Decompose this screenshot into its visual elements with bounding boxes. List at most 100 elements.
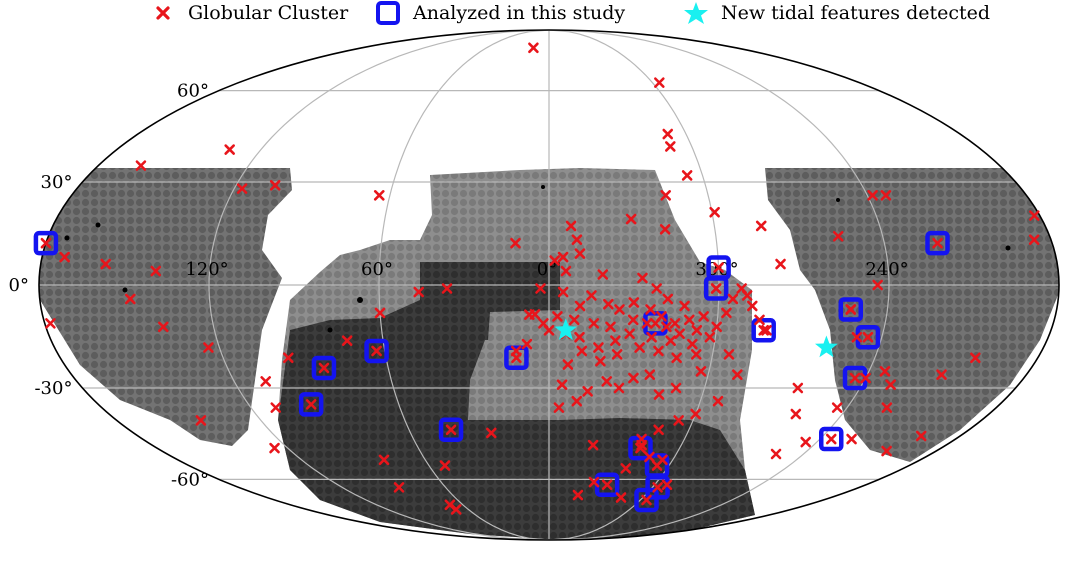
globular-cluster-marker	[556, 379, 568, 390]
globular-cluster-marker	[378, 454, 390, 466]
globular-cluster-marker	[613, 382, 625, 394]
globular-cluster-marker	[747, 300, 758, 312]
globular-cluster-marker	[595, 355, 606, 367]
globular-cluster-marker	[571, 234, 583, 246]
globular-cluster-marker	[597, 269, 609, 280]
globular-cluster-marker	[341, 335, 353, 346]
globular-cluster-marker	[439, 460, 451, 471]
lat-tick-label: -30°	[34, 378, 72, 399]
globular-cluster-marker	[674, 328, 686, 340]
globular-cluster-marker	[690, 349, 702, 360]
globular-cluster-marker	[881, 402, 893, 413]
analyzed-marker	[298, 392, 324, 417]
globular-cluster-marker	[628, 372, 639, 384]
globular-cluster-marker	[644, 369, 656, 380]
globular-cluster-marker	[614, 304, 625, 315]
globular-cluster-marker	[318, 362, 330, 374]
globular-cluster-marker	[671, 352, 682, 364]
legend-star-icon	[684, 2, 708, 24]
globular-cluster-marker	[582, 386, 593, 397]
globular-cluster-marker	[371, 345, 382, 357]
globular-cluster-marker	[485, 427, 497, 439]
globular-cluster-marker	[269, 442, 280, 454]
globular-cluster-marker	[615, 492, 627, 503]
analyzed-marker	[504, 345, 529, 371]
lon-tick-label: 240°	[865, 259, 908, 280]
globular-cluster-marker	[709, 206, 720, 218]
globular-cluster-marker	[100, 258, 111, 270]
globular-cluster-marker	[872, 279, 883, 291]
globular-cluster-marker	[601, 479, 613, 491]
globular-cluster-marker	[652, 482, 663, 493]
globular-cluster-marker	[40, 237, 52, 249]
globular-cluster-marker	[124, 293, 136, 305]
globular-cluster-marker	[150, 265, 162, 277]
globular-cluster-marker	[880, 190, 892, 201]
globular-cluster-marker	[761, 324, 772, 336]
graticule-grid	[39, 30, 1059, 540]
globular-cluster-marker	[860, 372, 871, 384]
globular-cluster-marker	[587, 439, 599, 451]
grid-meridian	[378, 30, 550, 540]
sky-boundary	[38, 29, 1060, 541]
globular-cluster-marker	[681, 170, 693, 181]
globular-cluster-marker	[521, 338, 533, 350]
legend-square-icon	[376, 1, 400, 25]
analyzed-marker	[703, 276, 729, 301]
globular-cluster-marker	[441, 283, 453, 294]
globular-cluster-marker	[510, 237, 521, 249]
globular-cluster-marker	[644, 451, 655, 463]
grid-meridian	[208, 30, 550, 540]
globular-cluster-marker	[393, 482, 405, 493]
globular-cluster-marker	[846, 433, 857, 445]
globular-cluster-marker	[135, 160, 147, 171]
globular-cluster-marker	[637, 272, 648, 284]
globular-cluster-marker	[586, 290, 597, 301]
globular-cluster-marker	[704, 331, 716, 343]
globular-cluster-marker	[970, 352, 981, 364]
globular-cluster-marker	[552, 311, 563, 322]
globular-cluster-markers	[40, 42, 1040, 515]
globular-cluster-marker	[625, 213, 637, 225]
globular-cluster-marker	[661, 479, 673, 491]
lat-tick-label: 60°	[177, 81, 209, 102]
globular-cluster-marker	[601, 376, 613, 387]
globular-cluster-marker	[543, 324, 555, 336]
globular-cluster-marker	[565, 220, 577, 232]
globular-cluster-marker	[662, 128, 674, 140]
grid-meridian	[548, 30, 890, 540]
globular-cluster-marker	[574, 300, 586, 312]
globular-cluster-marker	[157, 321, 169, 333]
globular-cluster-marker	[862, 331, 874, 343]
globular-cluster-marker	[670, 382, 682, 394]
globular-cluster-marker	[450, 504, 462, 515]
globular-cluster-marker	[825, 433, 837, 445]
globular-cluster-marker	[260, 376, 271, 387]
globular-cluster-marker	[669, 318, 681, 329]
globular-cluster-marker	[915, 430, 927, 442]
globular-cluster-marker	[936, 369, 947, 380]
analyzed-marker	[838, 297, 864, 322]
globular-cluster-marker	[635, 442, 646, 454]
globular-cluster-marker	[721, 307, 732, 319]
globular-cluster-marker	[684, 314, 695, 326]
analyzed-marker	[33, 230, 59, 256]
analyzed-marker	[645, 475, 670, 500]
globular-cluster-marker	[665, 141, 676, 152]
globular-cluster-marker	[203, 342, 214, 353]
globular-cluster-marker	[932, 237, 943, 249]
globular-cluster-marker	[413, 286, 425, 298]
globular-cluster-marker	[562, 359, 574, 370]
globular-cluster-marker	[634, 342, 645, 353]
globular-cluster-marker	[687, 338, 698, 350]
globular-cluster-marker	[659, 224, 671, 235]
globular-cluster-marker	[374, 307, 386, 319]
legend-label-analyzed: Analyzed in this study	[413, 2, 626, 24]
globular-cluster-marker	[576, 345, 588, 357]
globular-cluster-marker	[690, 408, 701, 420]
lat-tick-label: -60°	[171, 469, 209, 490]
globular-cluster-marker	[524, 309, 535, 320]
lon-tick-label: 120°	[185, 259, 228, 280]
lat-tick-label: 0°	[9, 275, 29, 296]
